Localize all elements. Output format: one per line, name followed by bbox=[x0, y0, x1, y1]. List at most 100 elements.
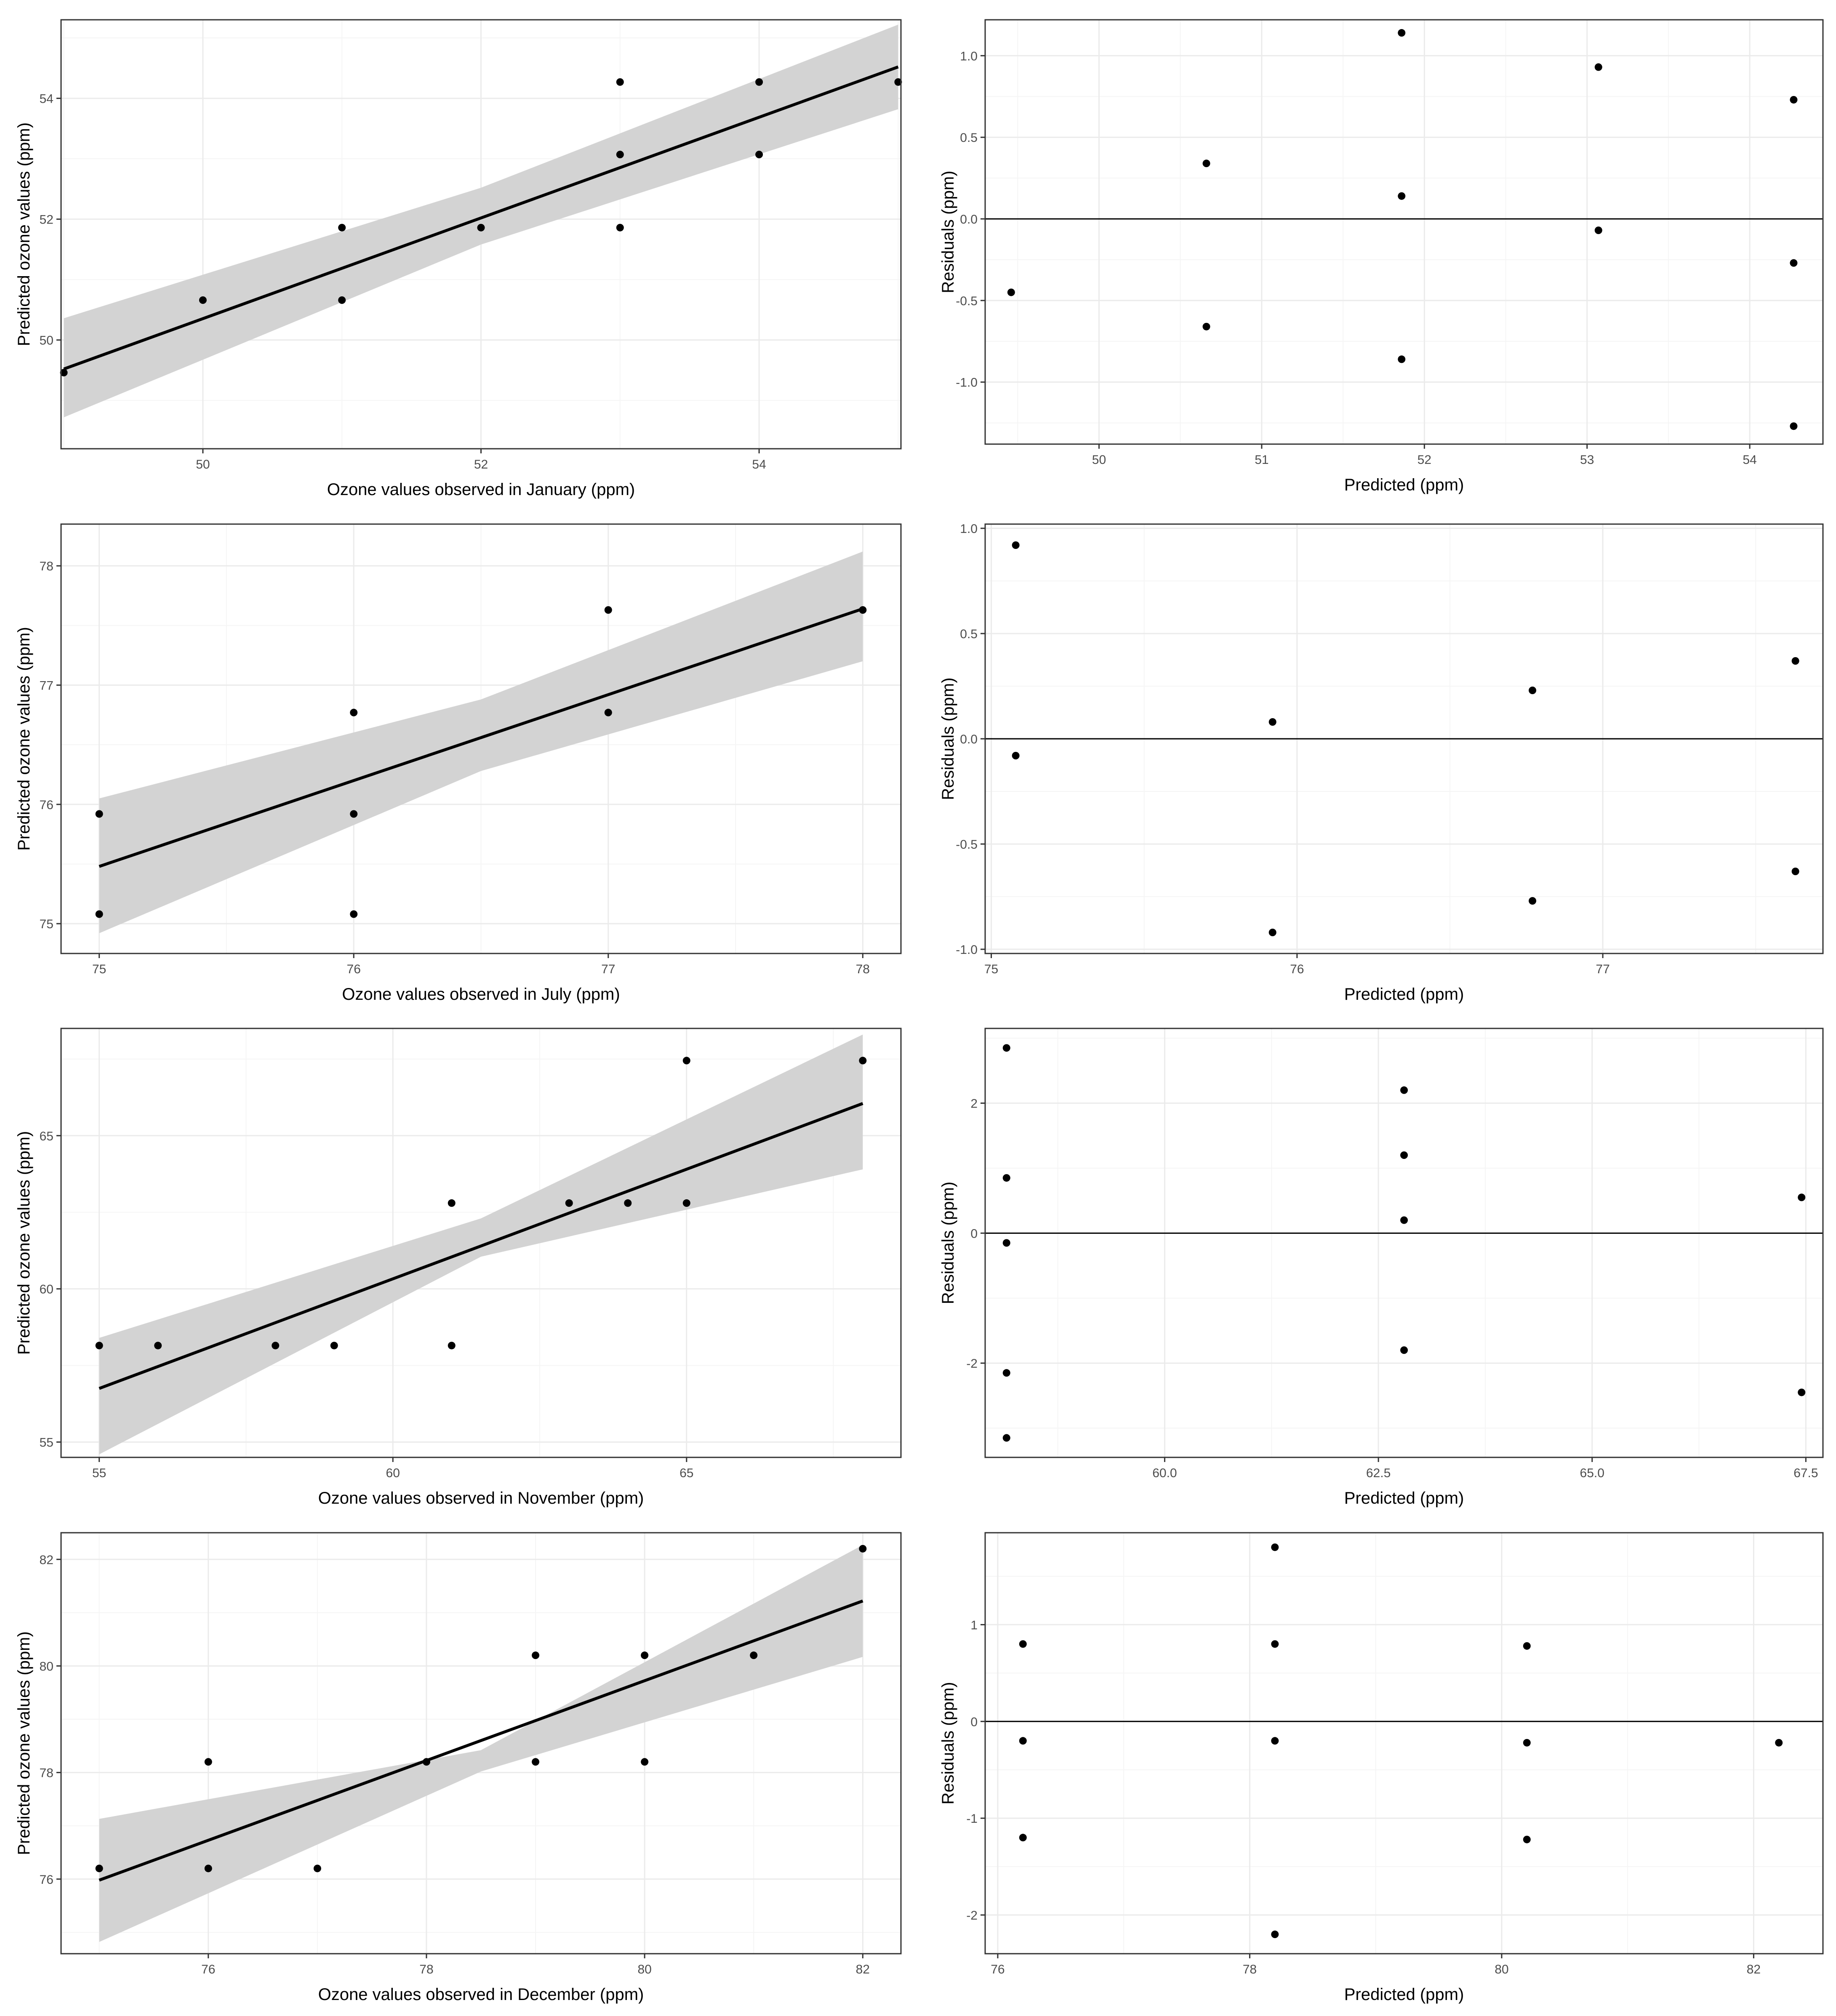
data-point bbox=[350, 708, 358, 716]
data-point bbox=[1798, 1388, 1806, 1396]
data-point bbox=[641, 1758, 649, 1766]
x-tick-label: 76 bbox=[347, 962, 361, 976]
data-point bbox=[641, 1651, 649, 1659]
panel-border bbox=[60, 1532, 902, 1955]
x-axis-title: Ozone values observed in December (ppm) bbox=[318, 1985, 644, 2004]
confidence-band bbox=[64, 24, 898, 418]
confidence-band bbox=[99, 1545, 863, 1942]
data-point bbox=[1400, 1151, 1408, 1159]
data-point bbox=[1529, 897, 1537, 905]
data-point bbox=[1790, 259, 1798, 267]
x-axis-title: Predicted (ppm) bbox=[1344, 985, 1464, 1004]
y-tick-label: 0 bbox=[970, 1715, 978, 1729]
y-tick-label: -1.0 bbox=[956, 943, 978, 957]
y-tick-label: 50 bbox=[40, 334, 53, 348]
data-point bbox=[1523, 1835, 1531, 1843]
y-tick-label: 2 bbox=[970, 1097, 978, 1111]
data-point bbox=[1002, 1239, 1010, 1247]
y-tick-label: 54 bbox=[40, 92, 53, 106]
data-point bbox=[1594, 226, 1602, 234]
x-tick-label: 50 bbox=[1092, 453, 1106, 467]
x-tick-label: 76 bbox=[991, 1963, 1005, 1976]
y-tick-label: 82 bbox=[40, 1553, 53, 1567]
y-tick-label: 65 bbox=[40, 1129, 53, 1143]
data-point bbox=[1012, 752, 1020, 759]
regression-line bbox=[63, 65, 899, 370]
x-tick-label: 82 bbox=[856, 1963, 870, 1976]
y-tick-label: 80 bbox=[40, 1659, 53, 1673]
data-point bbox=[1400, 1216, 1408, 1224]
panel-border bbox=[984, 19, 1824, 445]
data-point bbox=[894, 78, 902, 86]
x-tick-label: 78 bbox=[856, 962, 870, 976]
data-point bbox=[604, 708, 612, 716]
december-fit-panel: 76 78 80 82 76 78 80 82 Ozone values observed in… bbox=[15, 1532, 902, 2004]
data-point bbox=[204, 1758, 212, 1766]
data-point bbox=[1271, 1543, 1279, 1551]
regression-line bbox=[99, 607, 863, 868]
y-tick-label: -2 bbox=[966, 1909, 978, 1923]
x-tick-label: 60 bbox=[386, 1466, 400, 1480]
july-residuals-panel: 75 76 77 -1.0 -0.5 0.0 0.5 1.0 Predicted (ppm) Re… bbox=[939, 522, 1824, 1004]
data-point bbox=[1002, 1369, 1010, 1377]
data-point bbox=[859, 1057, 867, 1065]
data-point bbox=[1019, 1834, 1027, 1842]
data-point bbox=[1791, 868, 1799, 875]
data-point bbox=[60, 369, 68, 377]
x-tick-label: 76 bbox=[1290, 962, 1304, 976]
confidence-band bbox=[99, 551, 863, 933]
data-point bbox=[1398, 192, 1406, 200]
data-point bbox=[1398, 29, 1406, 37]
regression-line bbox=[99, 1102, 863, 1390]
data-point bbox=[1798, 1193, 1806, 1201]
data-point bbox=[1791, 657, 1799, 665]
data-point bbox=[565, 1199, 573, 1207]
x-tick-label: 55 bbox=[92, 1466, 106, 1480]
y-tick-label: 60 bbox=[40, 1283, 53, 1297]
data-point bbox=[330, 1342, 338, 1350]
data-point bbox=[95, 1864, 103, 1872]
x-tick-label: 80 bbox=[1495, 1963, 1508, 1976]
y-tick-label: 55 bbox=[40, 1436, 53, 1450]
y-tick-label: 0.5 bbox=[960, 627, 978, 641]
data-point bbox=[154, 1342, 162, 1350]
x-tick-label: 60.0 bbox=[1152, 1466, 1177, 1480]
y-tick-label: -1 bbox=[966, 1812, 978, 1826]
x-tick-label: 82 bbox=[1747, 1963, 1761, 1976]
data-point bbox=[624, 1199, 632, 1207]
x-axis-title: Ozone values observed in July (ppm) bbox=[342, 985, 620, 1004]
november-residuals-panel: 60.0 62.5 65.0 67.5 -2 0 2 Predicted (ppm) Resid… bbox=[939, 1028, 1824, 1507]
x-tick-label: 77 bbox=[1596, 962, 1609, 976]
x-tick-label: 75 bbox=[984, 962, 998, 976]
data-point bbox=[1202, 322, 1210, 330]
data-point bbox=[448, 1199, 456, 1207]
x-tick-label: 50 bbox=[196, 458, 210, 471]
data-point bbox=[204, 1864, 212, 1872]
x-axis-title: Predicted (ppm) bbox=[1344, 1985, 1464, 2004]
x-tick-label: 67.5 bbox=[1793, 1466, 1818, 1480]
x-tick-label: 77 bbox=[601, 962, 615, 976]
data-point bbox=[199, 296, 207, 304]
y-axis-title: Predicted ozone values (ppm) bbox=[15, 123, 33, 346]
y-tick-label: 76 bbox=[40, 1873, 53, 1887]
data-point bbox=[859, 1545, 867, 1553]
data-point bbox=[1002, 1044, 1010, 1052]
y-axis-title: Predicted ozone values (ppm) bbox=[15, 627, 33, 850]
data-point bbox=[616, 224, 624, 232]
data-point bbox=[1271, 1737, 1279, 1745]
y-tick-label: 0.0 bbox=[960, 732, 978, 746]
panel-border bbox=[984, 1532, 1824, 1955]
data-point bbox=[1400, 1346, 1408, 1354]
data-point bbox=[338, 224, 346, 232]
data-point bbox=[1019, 1737, 1027, 1745]
y-axis-title: Residuals (ppm) bbox=[939, 1182, 957, 1304]
y-tick-label: 78 bbox=[40, 1766, 53, 1780]
data-point bbox=[532, 1651, 540, 1659]
x-tick-label: 75 bbox=[92, 962, 106, 976]
x-axis-title: Predicted (ppm) bbox=[1344, 476, 1464, 494]
y-axis-title: Residuals (ppm) bbox=[939, 677, 957, 800]
data-point bbox=[1202, 160, 1210, 168]
data-point bbox=[682, 1057, 690, 1065]
